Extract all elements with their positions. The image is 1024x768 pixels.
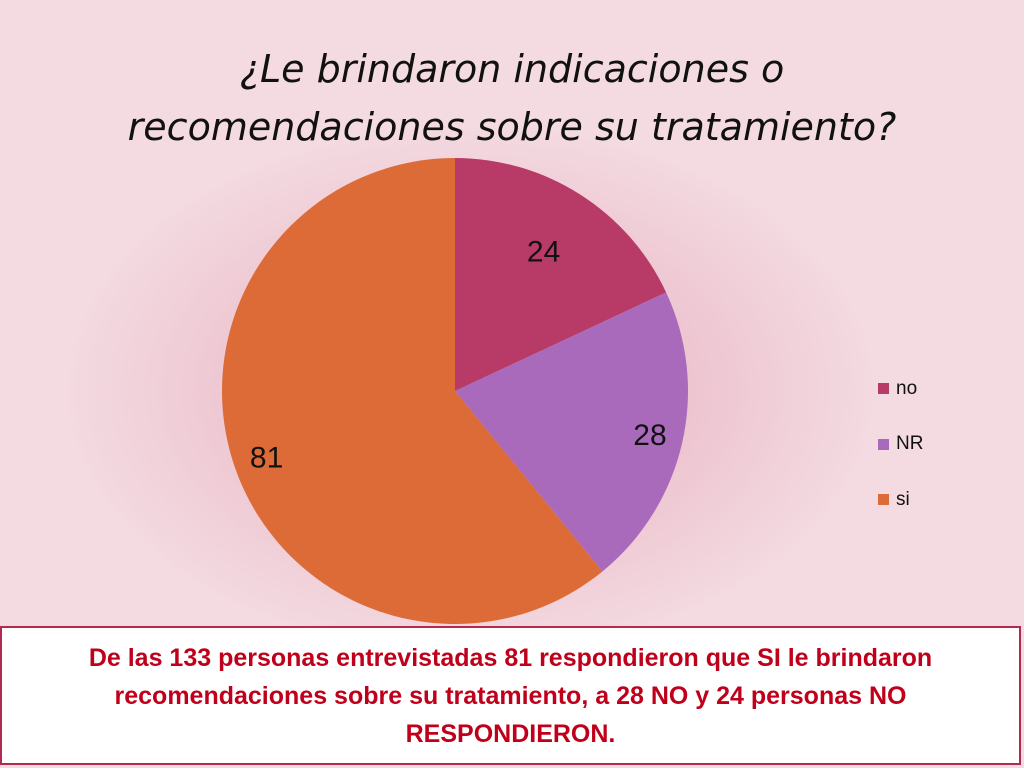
data-label-nr: 28: [633, 419, 666, 452]
chart-legend: no NR si: [878, 374, 998, 541]
pie-slice-si: [221, 158, 603, 625]
legend-swatch-si: [878, 494, 889, 505]
data-label-si: 81: [250, 442, 283, 475]
pie-slice-no: [455, 158, 667, 391]
legend-swatch-no: [878, 383, 889, 394]
legend-label-si: si: [896, 488, 910, 510]
data-label-no: 24: [527, 235, 560, 268]
legend-label-no: no: [896, 377, 918, 399]
pie-slices: [221, 158, 688, 625]
chart-title: ¿Le brindaron indicaciones o recomendaci…: [127, 47, 897, 149]
legend-swatch-nr: [878, 438, 889, 450]
summary-box: De las 133 personas entrevistadas 81 res…: [0, 626, 1021, 765]
pie-data-labels: 24 28 81: [250, 235, 667, 474]
legend-item-nr: NR: [878, 430, 998, 459]
legend-item-no: no: [878, 374, 998, 403]
summary-text: De las 133 personas entrevistadas 81 res…: [88, 643, 933, 748]
pie-slice-nr: [455, 292, 688, 572]
legend-item-si: si: [878, 485, 998, 514]
legend-label-nr: NR: [896, 433, 924, 454]
